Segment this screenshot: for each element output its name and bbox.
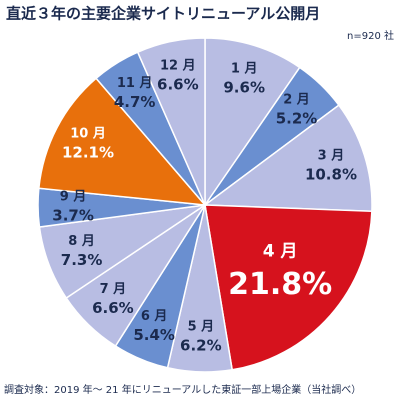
slice-value: 3.7% (52, 207, 94, 225)
slice-category: 12 月 (160, 58, 196, 73)
slice-value: 9.6% (223, 79, 265, 97)
slice-category: 2 月 (283, 92, 310, 107)
slice-category: 9 月 (60, 190, 87, 205)
slice-value: 6.6% (92, 299, 134, 317)
slice-category: 3 月 (318, 148, 345, 163)
slice-category: 7 月 (100, 282, 127, 297)
slice-category: 1 月 (231, 62, 258, 77)
slice-value: 21.8% (228, 267, 332, 302)
slice-value: 5.2% (276, 109, 318, 127)
chart-title: 直近３年の主要企業サイトリニューアル公開月 (6, 5, 320, 23)
slice-value: 6.6% (157, 75, 199, 93)
slice-category: 4 月 (263, 241, 298, 261)
slice-value: 6.2% (180, 336, 222, 354)
slice-value: 10.8% (305, 165, 357, 183)
slice-category: 6 月 (141, 309, 168, 324)
slice-category: 8 月 (68, 234, 95, 249)
slice-category: 11 月 (117, 76, 153, 91)
pie-slice (38, 77, 207, 206)
pie-slice (136, 37, 206, 206)
slice-value: 7.3% (61, 251, 103, 269)
slice-value: 5.4% (133, 326, 175, 344)
slice-category: 10 月 (70, 126, 106, 141)
slice-value: 12.1% (62, 143, 114, 161)
slice-category: 5 月 (188, 319, 215, 334)
pie-slice (202, 104, 373, 213)
pie-slice (204, 204, 373, 371)
slice-value: 4.7% (114, 93, 156, 111)
footnote: 調査対象：2019 年〜 21 年にリニューアルした東証一部上場企業（当社調べ） (4, 383, 361, 396)
chart-subtitle: n=920 社 (347, 29, 394, 42)
pie-slice (204, 37, 301, 208)
